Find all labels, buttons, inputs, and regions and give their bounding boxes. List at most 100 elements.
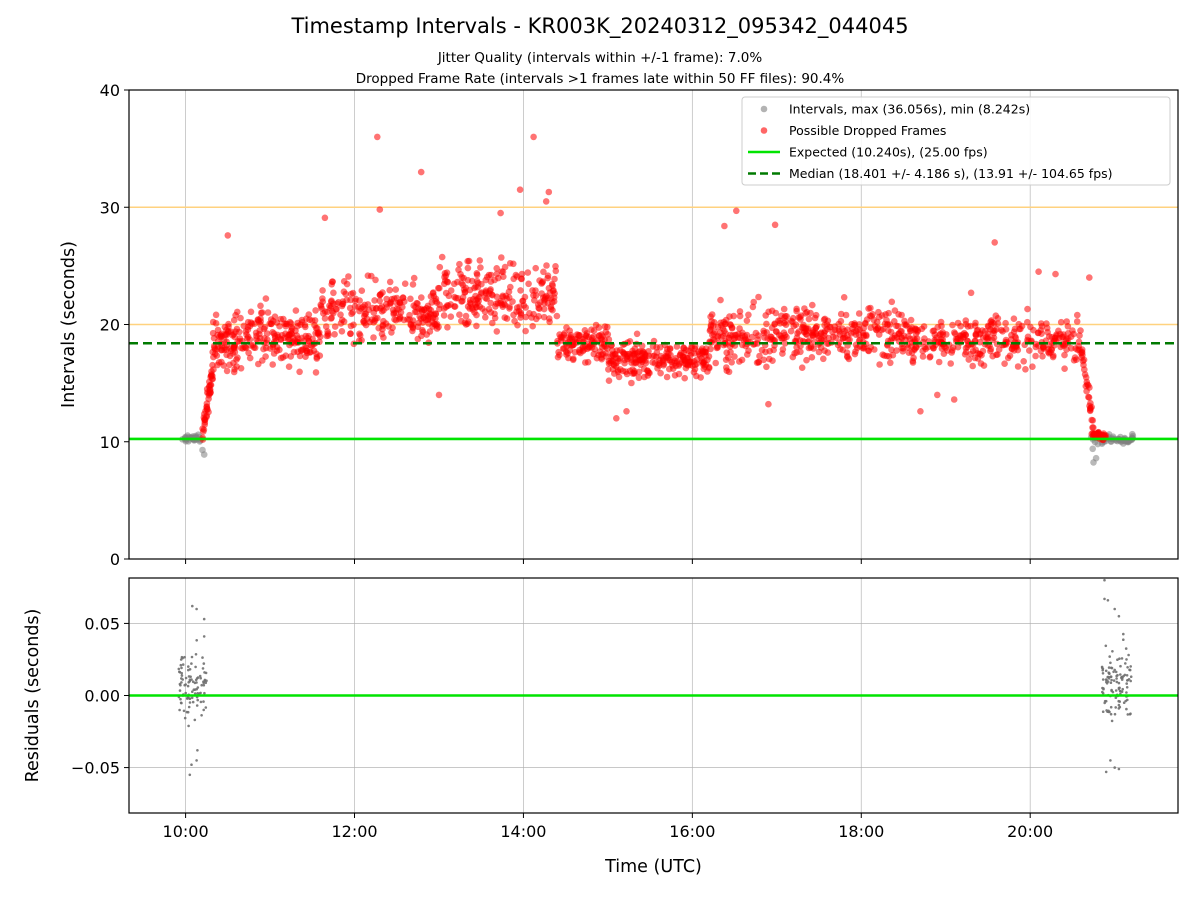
data-point [230,316,238,324]
data-point [836,331,844,338]
data-point [522,304,529,311]
data-point [419,326,426,334]
data-point [443,278,451,286]
data-point-outlier [542,198,550,205]
data-point [482,314,489,321]
data-point [763,329,770,336]
data-point [780,329,788,337]
data-point [372,305,380,312]
data-point [750,298,757,306]
data-point [278,331,286,339]
data-point-outlier [374,133,381,141]
data-point [1027,323,1034,331]
data-point [1112,679,1116,682]
data-point [214,326,222,334]
data-point [178,670,181,674]
data-point [371,297,378,304]
data-point [704,356,711,364]
data-point [893,322,900,330]
data-point-outlier [1113,607,1116,611]
data-point [1122,701,1126,704]
data-point [979,347,987,355]
data-point [635,368,643,376]
data-point [807,309,814,317]
data-point [767,336,774,343]
data-point [633,330,641,338]
data-point [372,315,379,322]
data-point [277,315,285,323]
data-point [824,317,832,325]
data-point [922,345,929,353]
data-point [312,369,320,376]
data-point [532,287,539,294]
data-point [805,315,813,323]
data-point-outlier [1052,270,1059,278]
data-point [308,317,316,324]
data-point [343,280,351,288]
data-point [213,352,221,359]
data-point-outlier [1109,759,1112,762]
data-point [878,326,885,334]
data-point [218,358,225,366]
data-point [855,310,863,317]
data-point [1120,657,1124,660]
data-point [337,311,344,319]
data-point [1109,712,1113,716]
data-point [392,286,400,293]
data-point [604,323,611,331]
data-point [766,355,773,363]
data-point [605,336,613,343]
data-point [654,365,661,372]
data-point [615,373,623,381]
data-point [1126,666,1129,669]
data-point [1087,405,1094,412]
data-point [234,338,241,345]
data-point [972,330,980,338]
x-tick-label: 14:00 [500,822,546,841]
data-point [483,295,491,303]
data-point [1101,669,1104,672]
data-point [365,306,373,314]
data-point [693,372,700,380]
data-point [263,330,271,337]
data-point [187,668,190,672]
data-point [1029,363,1036,371]
data-point [386,286,394,294]
data-point [772,309,780,317]
data-point [1014,363,1022,370]
legend-box [741,96,1171,186]
data-point [1119,664,1122,668]
data-point [186,697,189,700]
data-point [322,323,330,330]
x-tick-label: 18:00 [838,822,884,841]
data-point [489,319,496,327]
data-point [424,316,432,324]
data-point [926,354,934,361]
data-point [1086,384,1093,391]
data-point [1127,653,1130,657]
data-point [207,389,214,397]
data-point [569,356,577,364]
data-point [1101,710,1105,713]
data-point [763,320,770,328]
data-point [378,303,386,310]
data-point [893,347,900,354]
data-point [671,372,679,379]
data-point [835,320,842,328]
data-point [386,278,394,286]
data-point [212,320,220,327]
data-point [179,663,183,667]
data-point [517,314,524,321]
data-point [458,279,465,287]
data-point [223,351,230,359]
data-point [393,300,401,307]
data-point [200,714,203,717]
y-tick-label: 40 [100,81,120,100]
data-point [493,293,501,301]
data-point [781,340,789,347]
data-point [201,667,205,670]
data-point [269,361,277,368]
data-point [458,298,465,305]
data-point [626,338,634,345]
data-point [456,311,463,319]
